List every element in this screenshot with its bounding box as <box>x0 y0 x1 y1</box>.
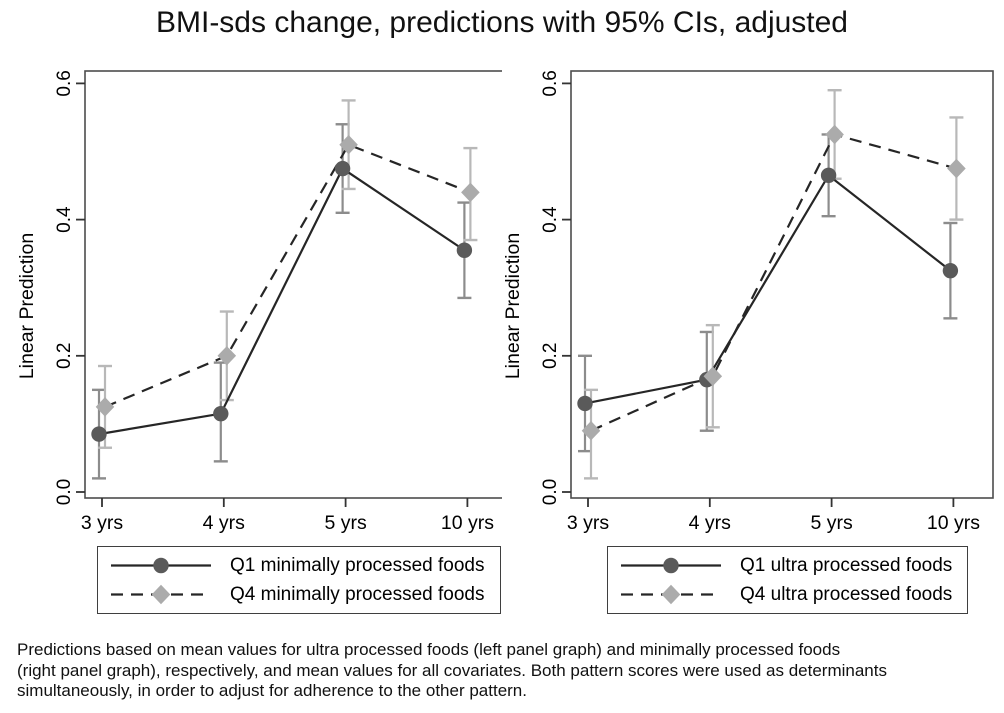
legend-label: Q4 ultra processed foods <box>740 583 953 605</box>
series-line-dashed <box>590 133 957 432</box>
y-tick-label: 0.4 <box>54 206 75 233</box>
data-point-circle <box>334 160 351 177</box>
x-tick-label: 3 yrs <box>567 512 610 534</box>
data-point-circle <box>456 242 473 258</box>
data-point-diamond <box>947 158 966 179</box>
y-axis-label: Linear Prediction <box>16 233 38 379</box>
x-tick-label: 5 yrs <box>324 512 367 534</box>
data-point-circle <box>213 405 229 422</box>
y-tick-label: 0.2 <box>540 343 561 369</box>
y-tick-label: 0.2 <box>54 343 75 369</box>
figure-title: BMI-sds change, predictions with 95% CIs… <box>155 6 848 39</box>
y-tick-label: 0.0 <box>54 479 75 505</box>
legend-label: Q1 minimally processed foods <box>230 554 485 576</box>
legend-right: Q1 ultra processed foods Q4 ultra proces… <box>607 546 969 614</box>
data-point-circle <box>577 395 593 412</box>
x-tick-label: 3 yrs <box>81 512 124 534</box>
y-tick-label: 0.0 <box>540 479 561 505</box>
caption-line-1: Predictions based on mean values for ult… <box>17 640 841 659</box>
legend-item-q1-ultra: Q1 ultra processed foods <box>619 551 952 580</box>
data-point-circle <box>153 557 169 574</box>
legend-label: Q4 minimally processed foods <box>230 583 485 605</box>
data-point-circle <box>91 426 107 442</box>
x-tick-label: 4 yrs <box>689 512 732 534</box>
y-tick-label: 0.6 <box>54 70 75 96</box>
legend-item-q4-ultra: Q4 ultra processed foods <box>619 580 952 609</box>
legend-sample-dashed-diamond-icon <box>111 584 211 605</box>
y-tick-label: 0.6 <box>540 70 561 96</box>
x-tick-label: 4 yrs <box>203 512 246 534</box>
plot-frame <box>570 70 994 499</box>
x-tick-label: 10 yrs <box>927 512 980 534</box>
legend-item-q1-minimally: Q1 minimally processed foods <box>109 551 485 580</box>
data-point-diamond <box>581 420 601 441</box>
chart-panel-left: 0.0 0.2 0.4 0.6 Linear Prediction 3 yrs 4 yrs 5… <box>16 70 502 534</box>
series-line-dashed <box>104 143 471 408</box>
y-tick-label: 0.4 <box>540 206 561 233</box>
data-point-diamond <box>661 584 681 605</box>
data-point-circle <box>942 262 959 279</box>
data-point-circle <box>820 167 837 184</box>
legend-sample-solid-circle-icon <box>621 557 721 574</box>
data-point-diamond <box>703 366 723 386</box>
data-point-circle <box>663 557 679 574</box>
data-point-diamond <box>461 182 480 203</box>
legend-label: Q1 ultra processed foods <box>740 554 953 576</box>
data-point-diamond <box>339 134 358 155</box>
x-tick-label: 5 yrs <box>810 512 853 534</box>
legend-left: Q1 minimally processed foods Q4 minimall… <box>97 546 501 614</box>
data-point-diamond <box>217 346 237 366</box>
plot-frame <box>84 70 502 499</box>
legend-sample-dashed-diamond-icon <box>621 584 721 605</box>
figure-caption: Predictions based on mean values for ult… <box>17 640 887 702</box>
caption-line-3: simultaneously, in order to adjust for a… <box>17 681 527 700</box>
legend-item-q4-minimally: Q4 minimally processed foods <box>109 580 485 609</box>
series-line-solid <box>584 173 952 405</box>
data-point-diamond <box>825 124 844 145</box>
caption-line-2: (right panel graph), respectively, and m… <box>17 660 887 680</box>
data-point-diamond <box>95 397 115 417</box>
series-line-solid <box>98 166 466 436</box>
chart-panel-right: 0.0 0.2 0.4 0.6 Linear Prediction 3 yrs 4 yrs 5… <box>502 70 994 534</box>
x-tick-label: 10 yrs <box>441 512 494 534</box>
y-axis-label: Linear Prediction <box>502 233 524 379</box>
legend-sample-solid-circle-icon <box>111 557 211 574</box>
data-point-diamond <box>151 584 171 605</box>
